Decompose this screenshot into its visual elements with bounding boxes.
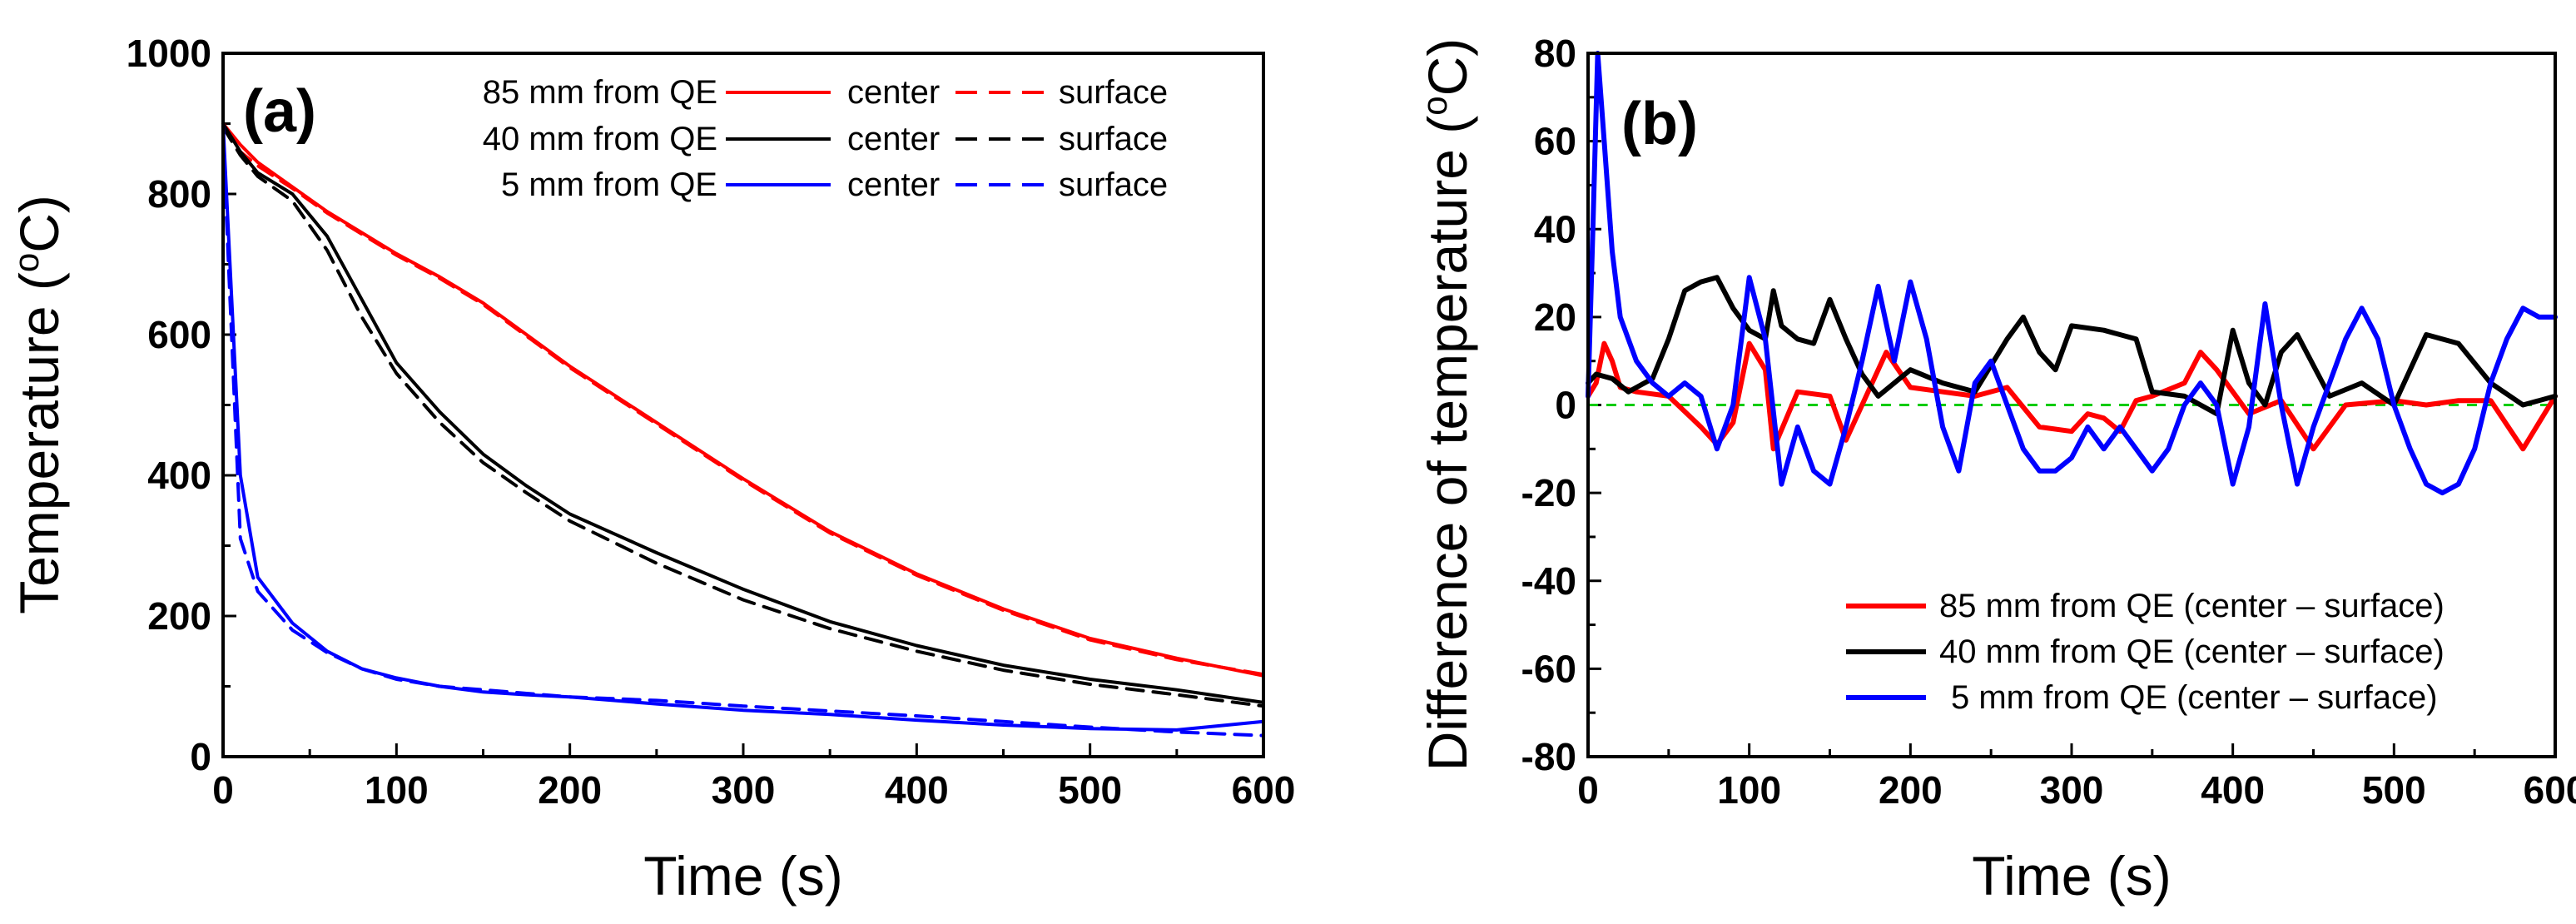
panel-a-legend-row-85mm: 85 mm from QE center surface [483,74,1168,111]
panel-b-x-tick-label: 0 [1577,768,1599,812]
legend-surface-text: surface [1059,121,1168,157]
panel-b-y-tick-label: 20 [1534,296,1576,339]
panel-a-x-tick-label: 0 [212,768,234,812]
panel-b-x-tick-label: 300 [2040,768,2104,812]
panel-a: 0 100 200 300 400 500 600 0 200 400 600 800 1000 (a)… [7,32,1295,907]
panel-a-y-tick-label: 600 [147,313,211,356]
panel-a-ticks: 0 100 200 300 400 500 600 0 200 400 600 800 1000 [127,32,1296,812]
panel-a-frame [221,52,1265,758]
panel-b: 0 100 200 300 400 500 600 -80 -60 -40 -20 0 20 40 60 80… [1415,32,2576,907]
panel-a-x-tick-label: 400 [885,768,949,812]
panel-b-x-axis-label: Time (s) [1972,845,2171,907]
panel-a-legend-row-5mm: 5 mm from QE center surface [501,166,1168,203]
panel-b-y-axis-label: Difference of temperature (oC) [1415,38,1478,772]
legend-center-text: center [847,121,940,157]
panel-a-label: (a) [243,78,316,145]
legend-label: 5 mm from QE (center – surface) [1951,679,2438,716]
panel-b-x-tick-label: 500 [2362,768,2426,812]
legend-label: 40 mm from QE [483,121,717,157]
panel-b-series [1586,51,2558,496]
panel-b-series-0 [1586,340,2558,452]
panel-a-series-3 [221,125,1265,708]
panel-b-label: (b) [1621,91,1698,157]
panel-a-x-tick-label: 300 [712,768,776,812]
panel-a-y-tick-label: 0 [190,735,211,778]
panel-a-x-tick-label: 500 [1058,768,1122,812]
panel-a-legend-row-40mm: 40 mm from QE center surface [483,121,1168,157]
legend-surface-text: surface [1059,166,1168,203]
panel-b-x-tick-label: 400 [2201,768,2265,812]
panel-b-y-tick-label: -20 [1521,471,1576,514]
panel-b-y-tick-label: -80 [1521,735,1576,778]
panel-b-legend: 85 mm from QE (center – surface) 40 mm f… [1846,588,2444,716]
panel-a-series-1 [221,125,1265,677]
panel-a-x-axis-label: Time (s) [643,845,843,907]
panel-a-x-tick-label: 200 [538,768,602,812]
panel-b-y-tick-label: 60 [1534,120,1576,163]
legend-label: 5 mm from QE [501,166,717,203]
panel-b-x-tick-label: 100 [1717,768,1781,812]
panel-a-y-tick-label: 400 [147,454,211,497]
panel-b-y-tick-label: 80 [1534,32,1576,75]
panel-b-y-tick-label: -40 [1521,559,1576,603]
panel-a-legend: 85 mm from QE center surface 40 mm from … [483,74,1168,203]
panel-a-y-tick-label: 200 [147,594,211,638]
panel-b-series-2 [1586,51,2558,496]
panel-a-x-tick-label: 100 [365,768,429,812]
panel-b-x-tick-label: 600 [2524,768,2576,812]
panel-a-y-tick-label: 800 [147,172,211,216]
legend-surface-text: surface [1059,74,1168,111]
legend-label: 40 mm from QE (center – surface) [1939,633,2444,670]
panel-a-y-axis-label: Temperature (oC) [7,195,70,614]
legend-center-text: center [847,74,940,111]
panel-a-y-tick-label: 1000 [127,32,211,75]
panel-b-frame [1586,52,2557,758]
panel-a-series-4 [221,122,1265,732]
legend-label: 85 mm from QE [483,74,717,111]
panel-a-series-2 [221,122,1265,704]
panel-a-series-0 [221,122,1265,678]
panel-b-y-tick-label: 40 [1534,207,1576,251]
panel-b-y-tick-label: 0 [1555,384,1576,427]
panel-a-series [221,122,1265,738]
panel-a-x-tick-label: 600 [1232,768,1296,812]
panel-b-x-tick-label: 200 [1879,768,1943,812]
legend-center-text: center [847,166,940,203]
panel-b-y-tick-label: -60 [1521,647,1576,690]
panel-a-series-5 [221,136,1265,738]
legend-label: 85 mm from QE (center – surface) [1939,588,2444,624]
